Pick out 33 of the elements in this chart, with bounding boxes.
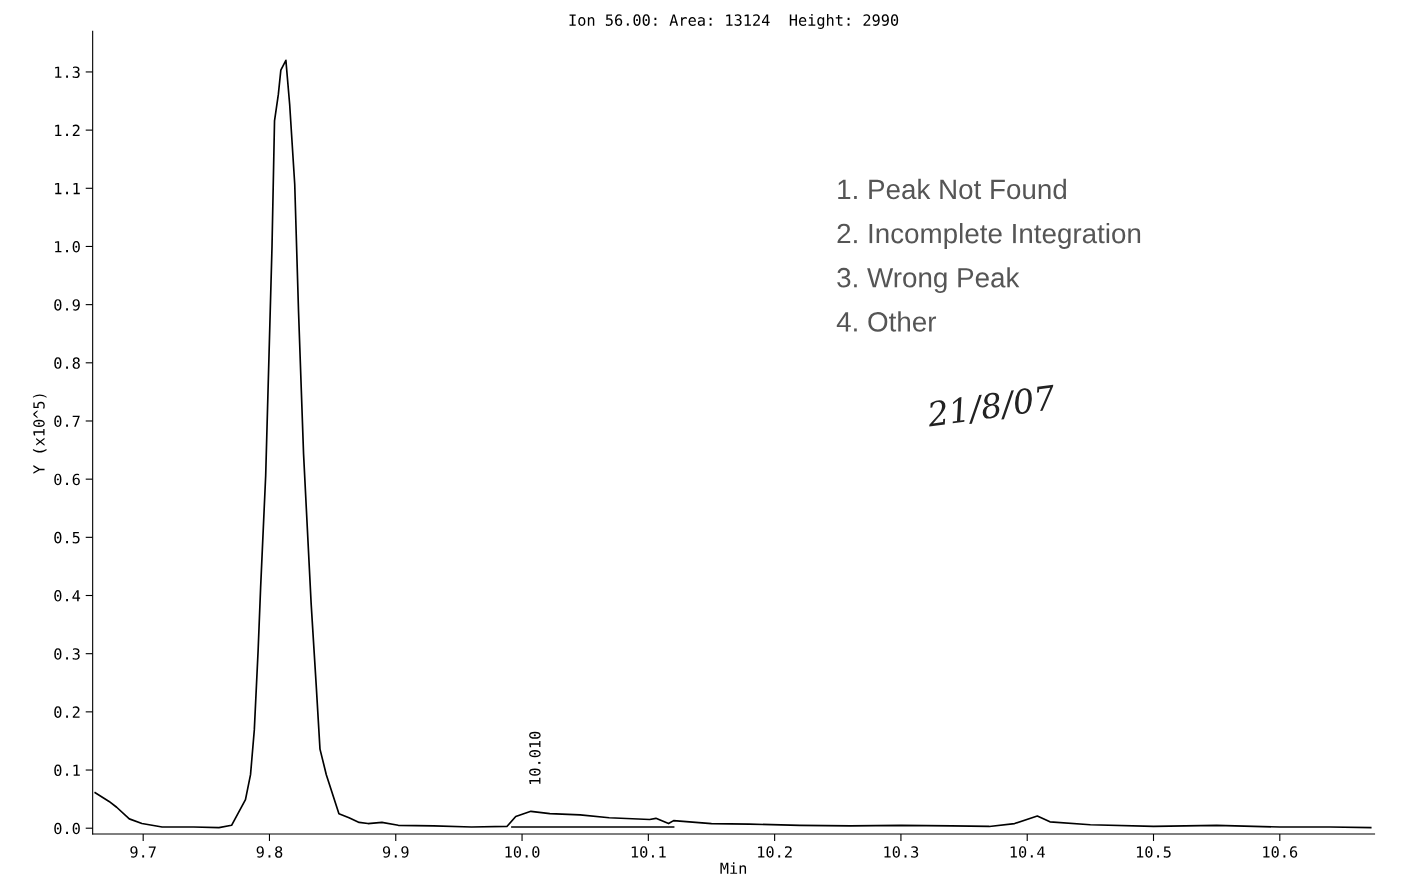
y-tick-label: 0.5 [54, 531, 80, 544]
annotation: 10.010 [529, 731, 541, 785]
y-axis-title: Y (x10^5) [32, 394, 47, 474]
annotation: 3. Wrong Peak [837, 267, 1020, 294]
x-tick-label: 9.8 [256, 846, 283, 858]
annotation: 2. Incomplete Integration [837, 222, 1141, 249]
y-tick-label: 0.7 [54, 415, 80, 428]
x-axis-title: Min [720, 862, 747, 874]
y-tick-label: 1.3 [55, 66, 80, 78]
y-tick-label: 0.4 [54, 590, 81, 602]
x-tick-label: 10.1 [631, 846, 666, 858]
y-tick-label: 0.2 [54, 706, 80, 718]
annotation: 1. Peak Not Found [838, 178, 1066, 200]
chart-title: Ion 56.00: Area: 13124 Height: 2990 [569, 14, 899, 29]
x-tick-label: 10.3 [884, 846, 919, 858]
x-tick-label: 9.9 [382, 846, 409, 858]
x-tick-label: 10.6 [1263, 846, 1298, 858]
y-tick-label: 0.0 [54, 822, 80, 835]
y-tick-label: 1.1 [55, 183, 80, 195]
x-tick-label: 9.7 [130, 846, 156, 858]
annotation: 4. Other [836, 311, 937, 332]
x-tick-label: 10.0 [505, 846, 540, 858]
annotation: 21/8/07 [925, 384, 1058, 430]
y-tick-label: 1.0 [55, 240, 80, 253]
y-tick-label: 0.9 [54, 299, 80, 311]
y-tick-label: 0.3 [54, 648, 80, 660]
x-tick-label: 10.2 [758, 846, 792, 858]
y-tick-label: 1.2 [55, 124, 80, 136]
y-tick-label: 0.1 [54, 764, 80, 777]
x-tick-label: 10.5 [1136, 846, 1171, 858]
x-tick-label: 10.4 [1010, 846, 1045, 858]
y-tick-label: 0.6 [54, 473, 80, 486]
y-tick-label: 0.8 [54, 357, 80, 369]
